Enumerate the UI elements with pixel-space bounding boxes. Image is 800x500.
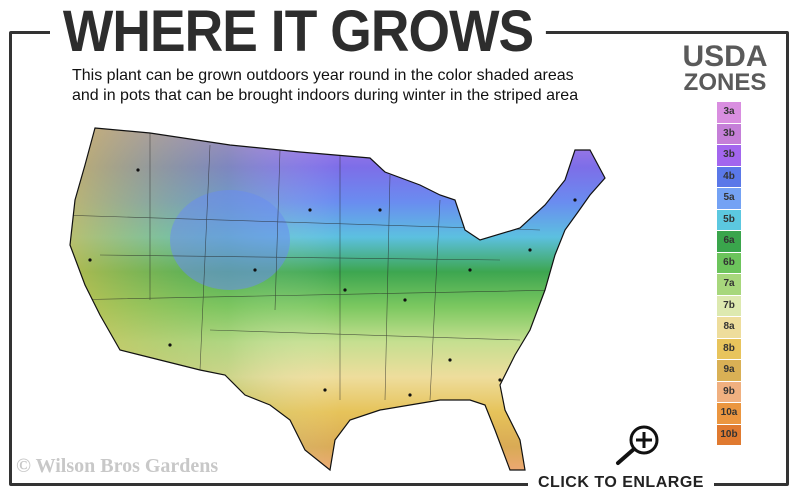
legend-zone-5b: 5b [717, 209, 741, 230]
click-to-enlarge-button[interactable]: CLICK TO ENLARGE [528, 474, 714, 492]
legend-zone-3a: 3a [717, 102, 741, 123]
legend-zone-9a: 9a [717, 360, 741, 381]
legend-zone-5a: 5a [717, 188, 741, 209]
legend-heading-zones: ZONES [683, 69, 767, 96]
page-title: WHERE IT GROWS [50, 0, 547, 66]
legend-zone-7a: 7a [717, 274, 741, 295]
subtitle-line-1: This plant can be grown outdoors year ro… [72, 67, 574, 84]
legend-zone-9b: 9b [717, 381, 741, 402]
legend-zone-6a: 6a [717, 231, 741, 252]
subtitle: This plant can be grown outdoors year ro… [72, 66, 578, 106]
legend-zone-10a: 10a [717, 403, 741, 424]
legend-zone-6b: 6b [717, 252, 741, 273]
copyright-watermark: © Wilson Bros Gardens [16, 455, 219, 477]
zone-shading [70, 128, 605, 470]
legend-zone-4b: 4b [717, 166, 741, 187]
legend-zone-10b: 10b [717, 424, 741, 445]
zone-legend: 3a 3b 3b 4b 5a 5b 6a 6b 7a 7b 8a 8b 9a 9b 10a 10b [717, 102, 741, 446]
legend-heading-usda: USDA [682, 40, 768, 73]
legend-zone-3b: 3b [717, 123, 741, 144]
legend-zone-8b: 8b [717, 338, 741, 359]
legend-zone-7b: 7b [717, 295, 741, 316]
legend-heading: USDA ZONES [662, 40, 788, 96]
subtitle-line-2: and in pots that can be brought indoors … [72, 87, 579, 104]
city-markers [88, 168, 577, 397]
legend-zone-3b: 3b [717, 145, 741, 166]
magnifier-plus-icon[interactable] [610, 425, 664, 472]
legend-zone-8a: 8a [717, 317, 741, 338]
